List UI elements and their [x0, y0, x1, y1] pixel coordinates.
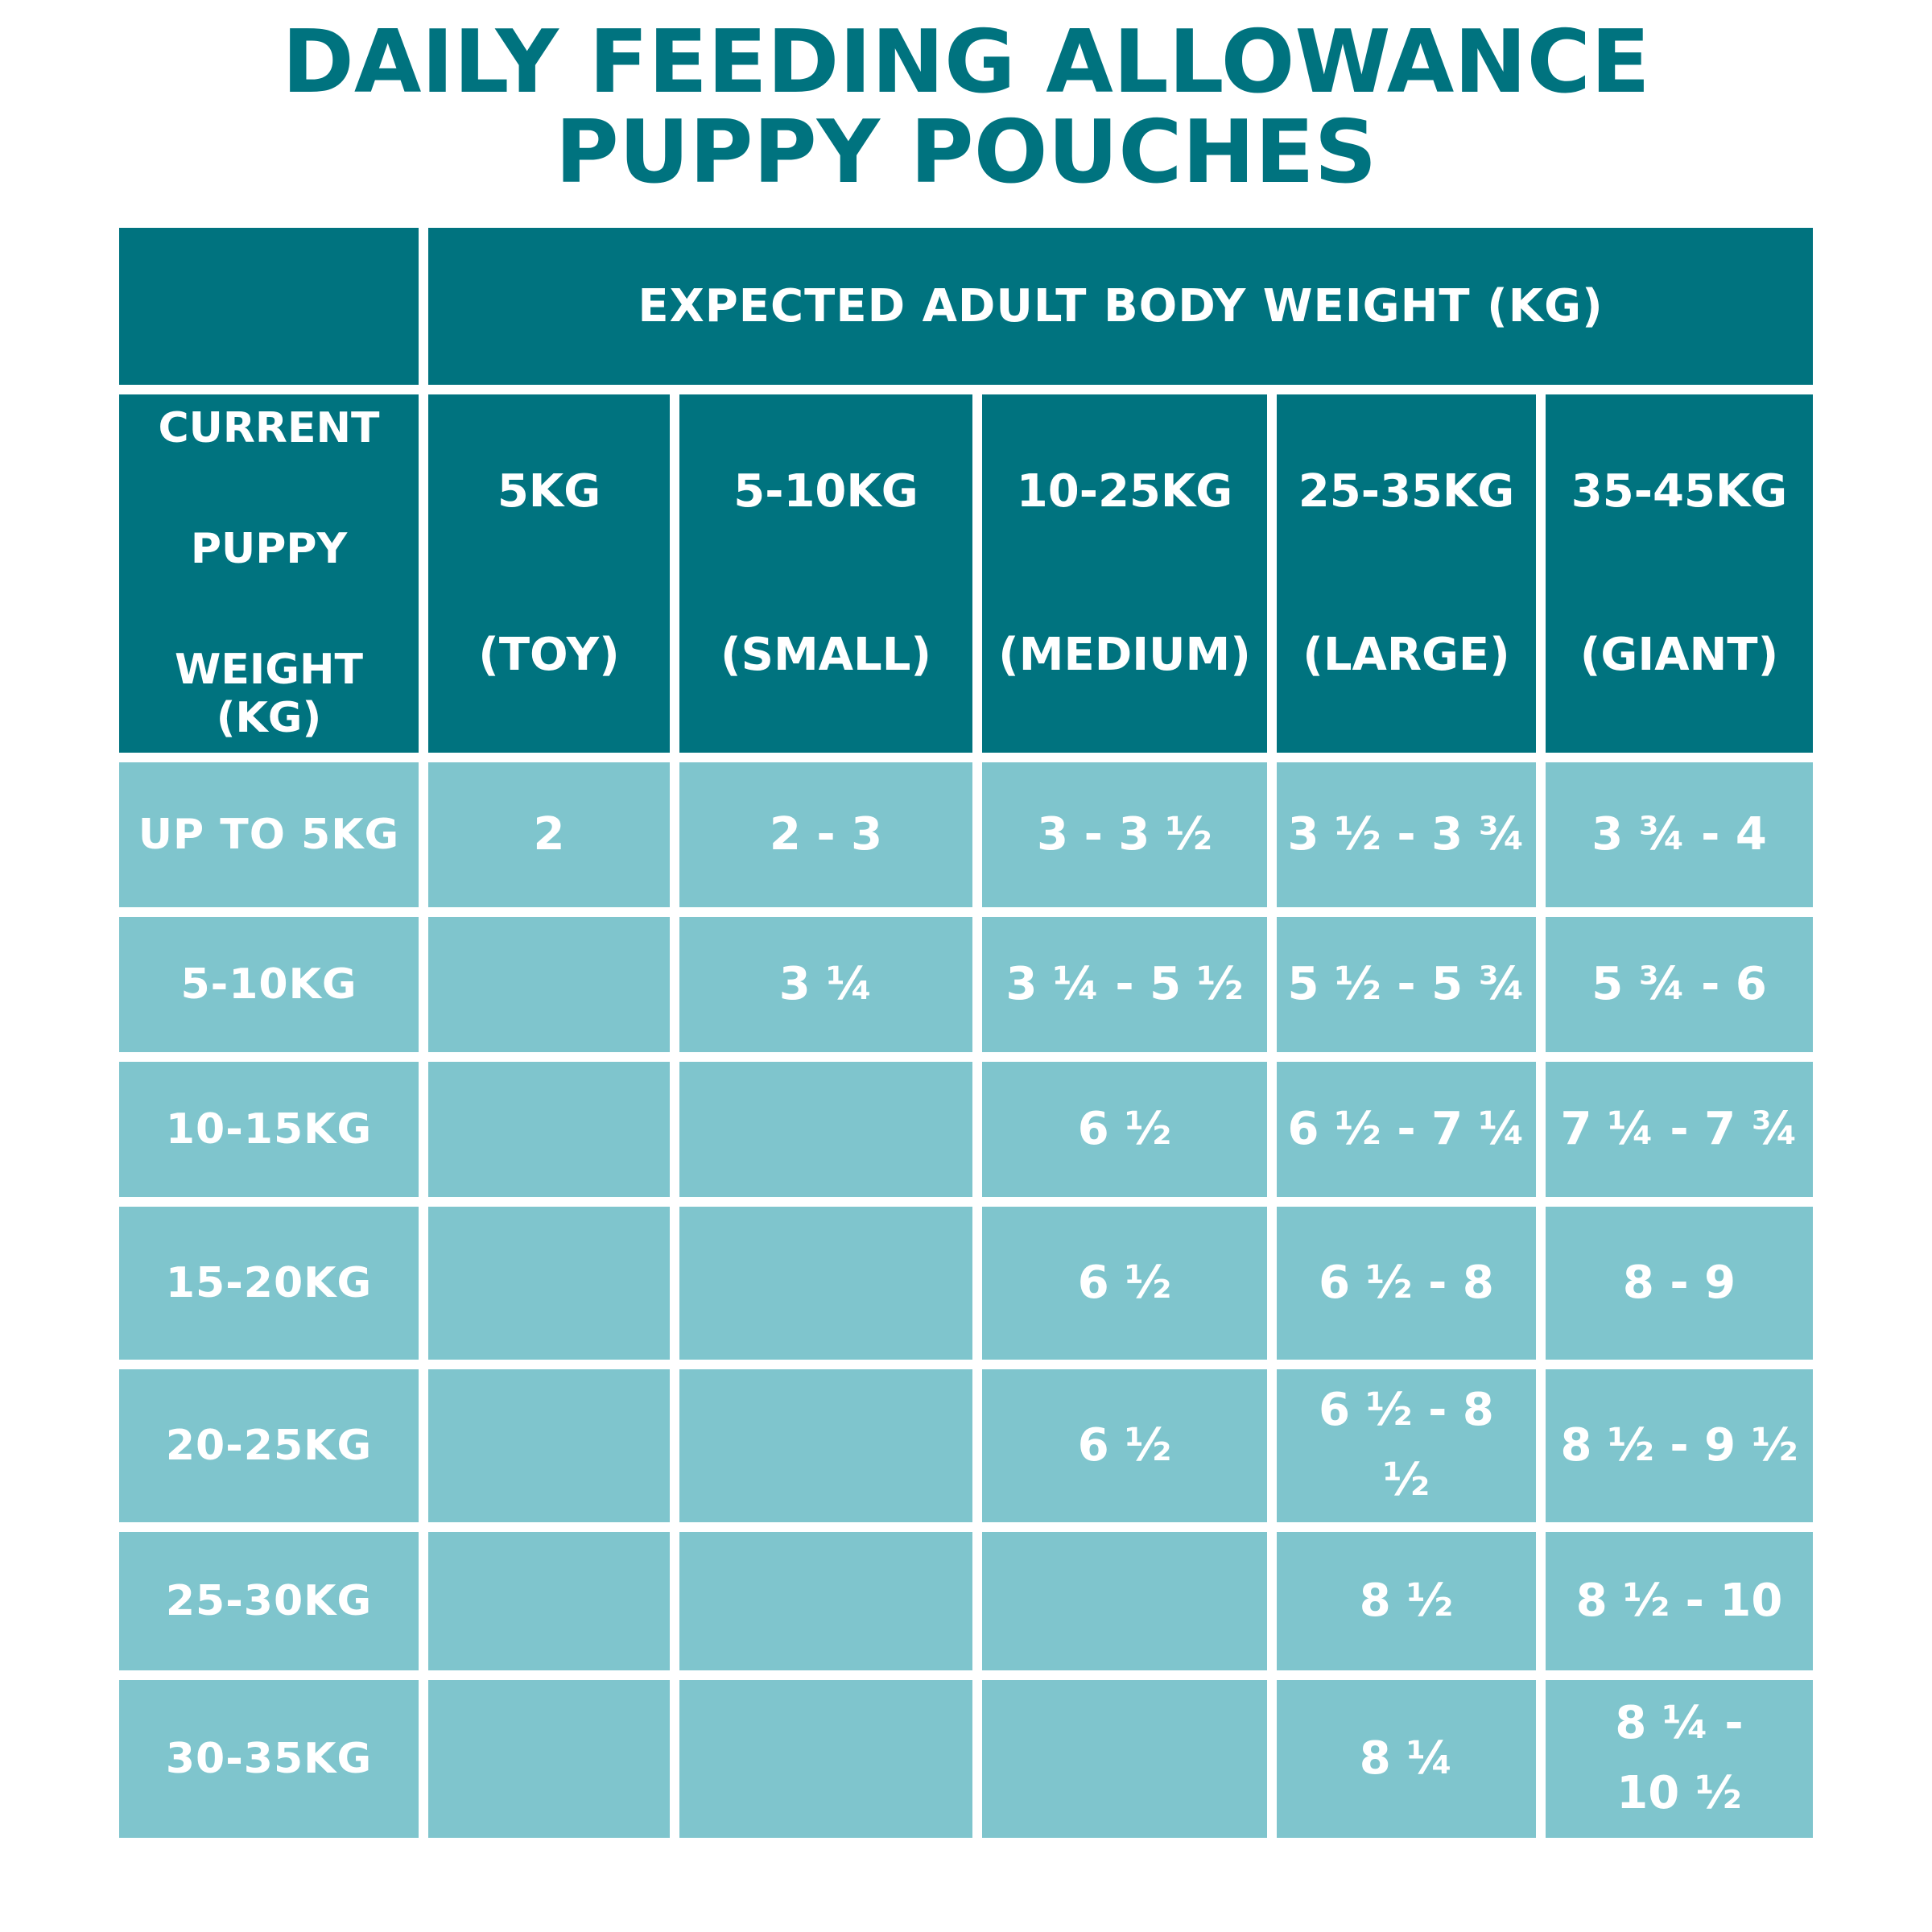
page-title: DAILY FEEDING ALLOWANCE PUPPY POUCHES [0, 0, 1932, 199]
feeding-allowance-table: EXPECTED ADULT BODY WEIGHT (KG) CURRENT … [109, 218, 1823, 1847]
value-cell [428, 1061, 670, 1197]
column-header-range: 35-45KG [1571, 465, 1788, 518]
row-label: 25-30KG [119, 1531, 419, 1670]
corner-spacer-cell [119, 227, 419, 385]
value-cell [428, 916, 670, 1052]
value-cell: 8 ½ - 10 [1546, 1531, 1814, 1670]
column-header-size: (SMALL) [720, 629, 931, 682]
table-row-20-25kg: 20-25KG 6 ½ 6 ½ - 8 ½ 8 ½ - 9 ½ [119, 1368, 1814, 1522]
title-line-1: DAILY FEEDING ALLOWANCE [282, 12, 1650, 113]
value-cell [428, 1531, 670, 1670]
column-header-size: (MEDIUM) [998, 629, 1251, 682]
column-header-medium: 10-25KG (MEDIUM) [982, 394, 1267, 753]
value-cell: 6 ½ [982, 1061, 1267, 1197]
value-cell [679, 1679, 972, 1838]
value-text: 6 ½ - 8 ½ [1319, 1383, 1494, 1506]
column-header-toy: 5KG (TOY) [428, 394, 670, 753]
value-cell: 5 ½ - 5 ¾ [1277, 916, 1536, 1052]
corner-label-cell: CURRENT PUPPY WEIGHT (KG) [119, 394, 419, 753]
column-header-large: 25-35KG (LARGE) [1277, 394, 1536, 753]
value-text: 8 ½ - 9 ½ [1560, 1419, 1798, 1472]
value-cell: 6 ½ - 8 ½ [1277, 1368, 1536, 1522]
column-header-size: (GIANT) [1579, 629, 1779, 682]
corner-label-line: CURRENT [158, 404, 380, 453]
value-text: 6 ½ [1077, 1257, 1172, 1310]
row-label: 30-35KG [119, 1679, 419, 1838]
table-row-30-35kg: 30-35KG 8 ¼ 8 ¼ - 10 ½ [119, 1679, 1814, 1838]
value-cell: 7 ¼ - 7 ¾ [1546, 1061, 1814, 1197]
value-text: 8 ½ [1359, 1575, 1454, 1628]
value-cell: 3 ¾ - 4 [1546, 762, 1814, 907]
value-text: 8 ¼ - 10 ½ [1615, 1696, 1744, 1819]
corner-label-line: PUPPY [190, 525, 348, 574]
value-text: 2 [533, 808, 565, 861]
row-label: 5-10KG [119, 916, 419, 1052]
column-header-small: 5-10KG (SMALL) [679, 394, 972, 753]
column-header-range: 5-10KG [733, 465, 919, 518]
value-cell: 3 ½ - 3 ¾ [1277, 762, 1536, 907]
row-label: UP TO 5KG [119, 762, 419, 907]
column-header-range: 25-35KG [1298, 465, 1515, 518]
table-row-25-30kg: 25-30KG 8 ½ 8 ½ - 10 [119, 1531, 1814, 1670]
value-cell: 3 ¼ [679, 916, 972, 1052]
column-header-size: (TOY) [478, 629, 620, 682]
value-cell [982, 1531, 1267, 1670]
value-text: 7 ¼ - 7 ¾ [1560, 1103, 1798, 1156]
value-cell: 3 ¼ - 5 ½ [982, 916, 1267, 1052]
value-text: 6 ½ [1077, 1419, 1172, 1472]
expected-adult-body-weight-header: EXPECTED ADULT BODY WEIGHT (KG) [428, 227, 1814, 385]
title-line-2: PUPPY POUCHES [555, 102, 1377, 204]
table-row-15-20kg: 15-20KG 6 ½ 6 ½ - 8 8 - 9 [119, 1206, 1814, 1360]
value-cell [679, 1061, 972, 1197]
value-text: 5 ¾ - 6 [1591, 958, 1767, 1011]
table-row-up-to-5kg: UP TO 5KG 2 2 - 3 3 - 3 ½ 3 ½ - 3 ¾ 3 ¾ … [119, 762, 1814, 907]
value-text: 3 ½ - 3 ¾ [1287, 808, 1525, 861]
value-cell: 8 ½ [1277, 1531, 1536, 1670]
corner-label-line: WEIGHT (KG) [175, 646, 363, 743]
value-cell [679, 1531, 972, 1670]
value-text: 5 ½ - 5 ¾ [1287, 958, 1525, 1011]
value-text: 2 - 3 [769, 808, 883, 861]
value-cell: 6 ½ - 7 ¼ [1277, 1061, 1536, 1197]
value-cell: 2 [428, 762, 670, 907]
row-label: 10-15KG [119, 1061, 419, 1197]
value-cell [679, 1368, 972, 1522]
value-cell: 3 - 3 ½ [982, 762, 1267, 907]
value-cell: 5 ¾ - 6 [1546, 916, 1814, 1052]
value-cell: 6 ½ [982, 1368, 1267, 1522]
column-header-range: 5KG [497, 465, 601, 518]
column-header-giant: 35-45KG (GIANT) [1546, 394, 1814, 753]
column-headers-row: CURRENT PUPPY WEIGHT (KG) 5KG (TOY) 5-10… [119, 394, 1814, 753]
value-text: 6 ½ - 7 ¼ [1287, 1103, 1525, 1156]
column-header-range: 10-25KG [1016, 465, 1233, 518]
value-cell: 8 ¼ [1277, 1679, 1536, 1838]
value-text: 6 ½ - 8 [1319, 1257, 1494, 1310]
value-text: 3 ¾ - 4 [1591, 808, 1767, 861]
value-cell: 8 ½ - 9 ½ [1546, 1368, 1814, 1522]
value-cell [428, 1368, 670, 1522]
value-cell [428, 1206, 670, 1360]
table-row-5-10kg: 5-10KG 3 ¼ 3 ¼ - 5 ½ 5 ½ - 5 ¾ 5 ¾ - 6 [119, 916, 1814, 1052]
value-cell: 8 - 9 [1546, 1206, 1814, 1360]
row-label: 20-25KG [119, 1368, 419, 1522]
column-header-size: (LARGE) [1302, 629, 1510, 682]
value-cell: 6 ½ [982, 1206, 1267, 1360]
value-text: 3 ¼ [778, 958, 873, 1011]
value-cell [982, 1679, 1267, 1838]
value-text: 3 - 3 ½ [1037, 808, 1212, 861]
value-cell [679, 1206, 972, 1360]
value-text: 8 ¼ [1359, 1732, 1454, 1785]
value-cell: 8 ¼ - 10 ½ [1546, 1679, 1814, 1838]
row-label: 15-20KG [119, 1206, 419, 1360]
table-row-10-15kg: 10-15KG 6 ½ 6 ½ - 7 ¼ 7 ¼ - 7 ¾ [119, 1061, 1814, 1197]
value-text: 6 ½ [1077, 1103, 1172, 1156]
value-cell: 2 - 3 [679, 762, 972, 907]
value-text: 8 - 9 [1622, 1257, 1736, 1310]
value-text: 8 ½ - 10 [1575, 1575, 1783, 1628]
value-cell [428, 1679, 670, 1838]
expected-weight-header-row: EXPECTED ADULT BODY WEIGHT (KG) [119, 227, 1814, 385]
value-text: 3 ¼ - 5 ½ [1005, 958, 1244, 1011]
value-cell: 6 ½ - 8 [1277, 1206, 1536, 1360]
